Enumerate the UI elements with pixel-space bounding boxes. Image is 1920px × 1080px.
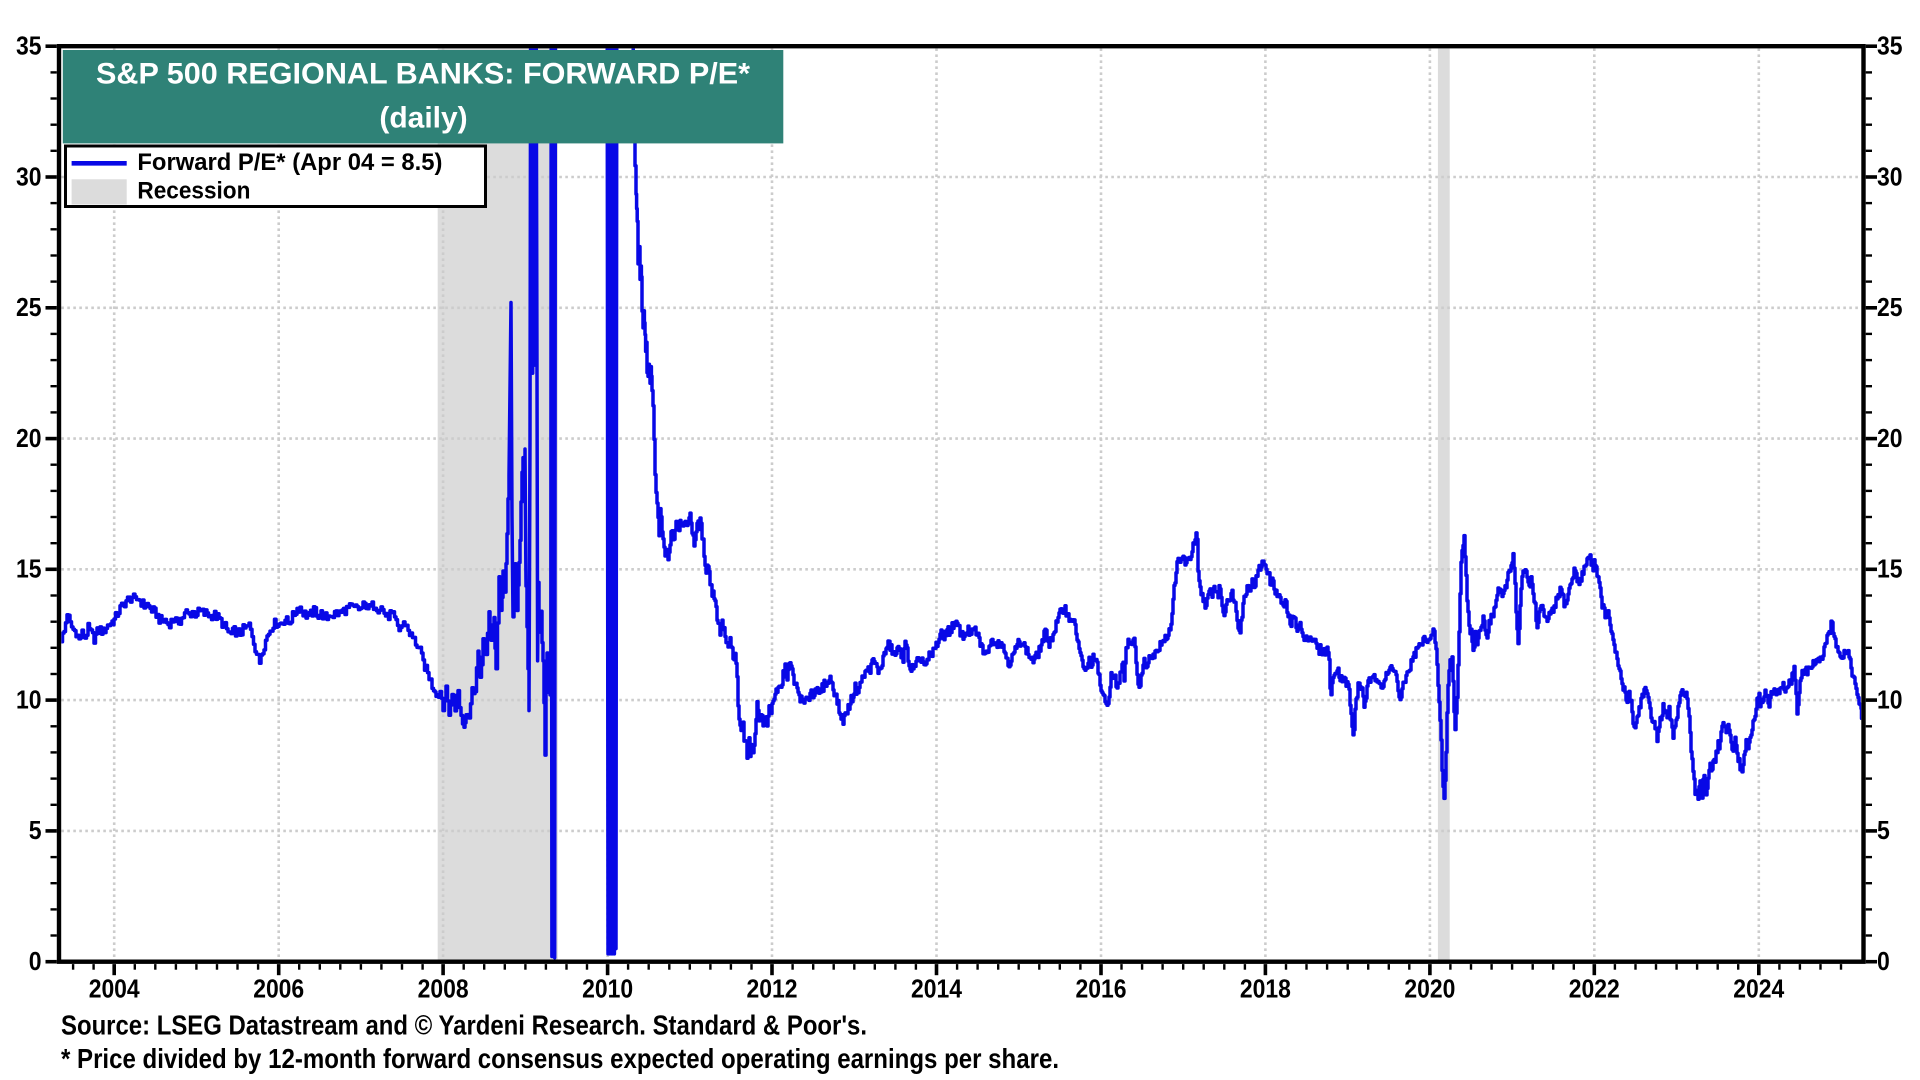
svg-text:20: 20 <box>1877 423 1903 453</box>
svg-text:5: 5 <box>29 815 42 845</box>
svg-text:Source: LSEG Datastream and ©: Source: LSEG Datastream and © Yardeni Re… <box>61 1010 867 1041</box>
svg-text:2020: 2020 <box>1404 974 1455 1004</box>
svg-text:2018: 2018 <box>1240 974 1291 1004</box>
svg-text:10: 10 <box>16 684 42 714</box>
svg-text:35: 35 <box>16 31 42 61</box>
svg-text:30: 30 <box>16 161 42 191</box>
svg-text:Recession: Recession <box>137 178 250 205</box>
svg-text:20: 20 <box>16 423 42 453</box>
svg-text:15: 15 <box>16 554 42 584</box>
svg-text:2022: 2022 <box>1569 974 1620 1004</box>
svg-text:5: 5 <box>1877 815 1890 845</box>
svg-text:2024: 2024 <box>1733 974 1784 1004</box>
svg-text:0: 0 <box>29 946 42 976</box>
svg-text:2014: 2014 <box>911 974 962 1004</box>
svg-text:(daily): (daily) <box>379 102 467 135</box>
svg-text:25: 25 <box>16 292 42 322</box>
svg-text:* Price divided by 12-month fo: * Price divided by 12-month forward cons… <box>61 1043 1059 1074</box>
svg-text:35: 35 <box>1877 31 1903 61</box>
svg-text:0: 0 <box>1877 946 1890 976</box>
svg-text:30: 30 <box>1877 161 1903 191</box>
svg-text:25: 25 <box>1877 292 1903 322</box>
svg-text:10: 10 <box>1877 684 1903 714</box>
svg-text:2010: 2010 <box>582 974 633 1004</box>
svg-text:15: 15 <box>1877 554 1903 584</box>
svg-text:Forward P/E* (Apr 04 = 8.5): Forward P/E* (Apr 04 = 8.5) <box>137 149 442 176</box>
svg-text:2016: 2016 <box>1076 974 1127 1004</box>
svg-text:2008: 2008 <box>418 974 469 1004</box>
svg-text:S&P 500 REGIONAL BANKS: FORWAR: S&P 500 REGIONAL BANKS: FORWARD P/E* <box>96 58 750 91</box>
svg-text:2012: 2012 <box>747 974 798 1004</box>
svg-text:2004: 2004 <box>89 974 140 1004</box>
svg-text:2006: 2006 <box>253 974 304 1004</box>
